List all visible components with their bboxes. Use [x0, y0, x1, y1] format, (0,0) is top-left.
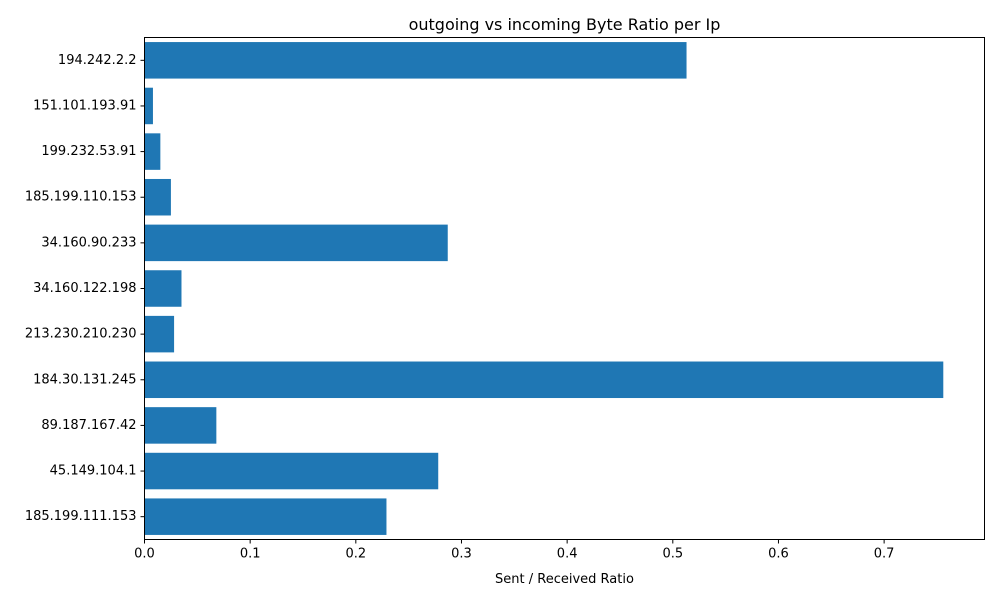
x-axis-ticks: 0.0 0.1 0.2 0.3 0.4 0.5 0.6 0.7: [134, 539, 895, 562]
x-tick-label: 0.6: [768, 547, 789, 562]
bar-194.242.2.2: [144, 42, 687, 79]
y-tick-label: 89.187.167.42: [41, 418, 136, 433]
y-tick-label: 34.160.122.198: [33, 281, 136, 296]
bar-213.230.210.230: [144, 315, 175, 353]
bar-185.199.111.153: [144, 498, 387, 535]
x-tick-label: 0.2: [345, 547, 366, 562]
y-tick-label: 185.199.111.153: [25, 509, 137, 524]
bar-199.232.53.91: [144, 133, 161, 170]
x-tick-label: 0.7: [874, 547, 895, 562]
y-tick-label: 45.149.104.1: [50, 464, 137, 479]
x-tick-label: 0.4: [557, 547, 578, 562]
bar-45.149.104.1: [144, 452, 439, 490]
y-tick-label: 184.30.131.245: [33, 372, 136, 387]
bar-151.101.193.91: [144, 87, 153, 125]
bars-group: [144, 42, 944, 535]
bar-34.160.90.233: [144, 224, 448, 262]
y-tick-label: 34.160.90.233: [41, 235, 136, 250]
y-tick-label: 213.230.210.230: [25, 327, 137, 342]
x-axis-label: Sent / Received Ratio: [495, 572, 634, 587]
chart-title: outgoing vs incoming Byte Ratio per Ip: [409, 15, 721, 34]
bar-34.160.122.198: [144, 270, 182, 307]
y-tick-label: 194.242.2.2: [58, 53, 137, 68]
x-tick-label: 0.0: [134, 547, 155, 562]
y-axis-ticks: 194.242.2.2 151.101.193.91 199.232.53.91 18…: [25, 53, 145, 524]
y-tick-label: 185.199.110.153: [25, 190, 137, 205]
bar-89.187.167.42: [144, 407, 217, 444]
y-tick-label: 151.101.193.91: [33, 98, 136, 113]
bar-185.199.110.153: [144, 178, 171, 216]
x-tick-label: 0.5: [662, 547, 683, 562]
x-tick-label: 0.1: [240, 547, 261, 562]
bar-184.30.131.245: [144, 361, 944, 399]
x-tick-label: 0.3: [451, 547, 472, 562]
y-tick-label: 199.232.53.91: [41, 144, 136, 159]
